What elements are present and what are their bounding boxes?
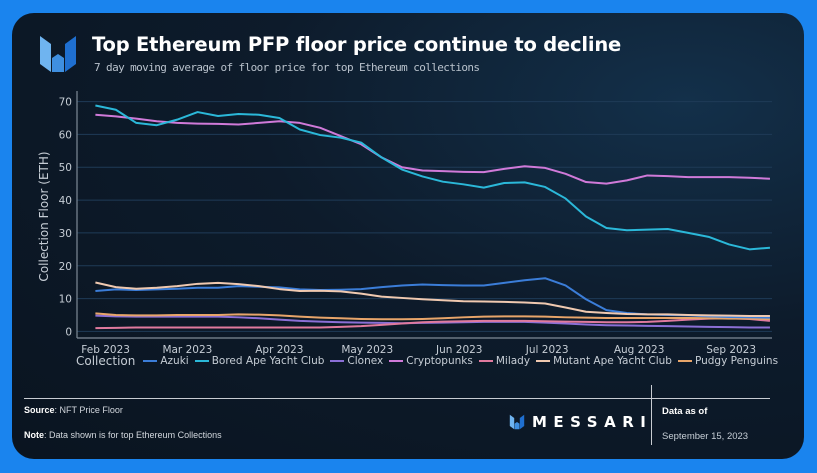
grid-lines xyxy=(77,101,772,332)
x-tick-label: Sep 2023 xyxy=(706,344,756,356)
y-tick-label: 30 xyxy=(59,228,72,240)
legend-label: Cryptopunks xyxy=(406,355,473,367)
legend-swatch xyxy=(478,360,493,362)
legend-label: Bored Ape Yacht Club xyxy=(211,355,325,367)
series-line-pudgy-penguins xyxy=(95,312,770,321)
legend-item-azuki[interactable]: Azuki xyxy=(143,355,189,367)
series-line-bored-ape-yacht-club xyxy=(95,104,771,251)
y-tick-label: 10 xyxy=(59,294,72,306)
y-axis-label: Collection Floor (ETH) xyxy=(37,151,51,281)
chart-legend: Collection Azuki Bored Ape Yacht Club Clon… xyxy=(76,354,784,368)
series-line-mutant-ape-yacht-club xyxy=(95,281,770,317)
legend-item-bored-ape-yacht-club[interactable]: Bored Ape Yacht Club xyxy=(194,355,325,367)
y-tick-label: 70 xyxy=(59,97,72,109)
legend-item-milady[interactable]: Milady xyxy=(478,355,531,367)
x-tick-label: May 2023 xyxy=(341,344,393,356)
legend-item-cryptopunks[interactable]: Cryptopunks xyxy=(389,355,473,367)
note-label: Note xyxy=(24,430,44,440)
y-tick-label: 40 xyxy=(59,195,72,207)
legend-title: Collection xyxy=(76,354,136,368)
legend-item-clonex[interactable]: Clonex xyxy=(330,355,383,367)
source-value: : NFT Price Floor xyxy=(54,405,123,415)
source-label: Source xyxy=(24,405,55,415)
footer-divider xyxy=(24,398,770,399)
messari-brand-icon xyxy=(509,414,525,430)
legend-label: Clonex xyxy=(347,355,384,367)
messari-brand: MESSARI xyxy=(508,413,652,431)
x-tick-label: Jul 2023 xyxy=(525,344,569,356)
legend-item-pudgy-penguins[interactable]: Pudgy Penguins xyxy=(677,355,779,367)
legend-swatch xyxy=(194,360,209,362)
chart-card: Top Ethereum PFP floor price continue to… xyxy=(12,13,804,459)
brand-wordmark: MESSARI xyxy=(532,413,653,431)
legend-label: Milady xyxy=(495,355,531,367)
y-axis-ticks: 0 10 20 30 40 50 60 70 xyxy=(59,97,72,339)
legend-label: Pudgy Penguins xyxy=(694,355,779,367)
note-value: : Data shown is for top Ethereum Collect… xyxy=(44,430,222,440)
legend-swatch xyxy=(389,360,404,362)
series-line-milady xyxy=(95,317,771,330)
x-tick-label: Aug 2023 xyxy=(614,344,665,356)
legend-label: Azuki xyxy=(160,355,189,367)
note-text: Note: Data shown is for top Ethereum Col… xyxy=(24,430,222,440)
legend-swatch xyxy=(330,360,345,362)
data-as-of-label: Data as of xyxy=(662,406,708,417)
series-line-cryptopunks xyxy=(95,113,771,185)
legend-item-mutant-ape-yacht-club[interactable]: Mutant Ape Yacht Club xyxy=(536,355,672,367)
x-tick-label: Feb 2023 xyxy=(81,344,130,356)
x-tick-label: Jun 2023 xyxy=(435,344,482,356)
footer-vertical-divider xyxy=(651,385,652,445)
legend-swatch xyxy=(143,360,158,362)
page-subtitle: 7 day moving average of floor price for … xyxy=(94,61,480,74)
legend-swatch xyxy=(536,360,551,362)
y-tick-label: 20 xyxy=(59,261,72,273)
legend-label: Mutant Ape Yacht Club xyxy=(553,355,672,367)
y-tick-label: 0 xyxy=(65,326,72,338)
y-tick-label: 50 xyxy=(59,162,72,174)
source-text: Source: NFT Price Floor xyxy=(24,405,123,415)
series-lines xyxy=(95,104,771,330)
messari-logo-icon xyxy=(40,36,76,72)
y-tick-label: 60 xyxy=(59,129,72,141)
page-title: Top Ethereum PFP floor price continue to… xyxy=(92,33,622,56)
x-tick-label: Mar 2023 xyxy=(162,344,212,356)
x-axis-ticks: Feb 2023 Mar 2023 Apr 2023 May 2023 Jun 2023… xyxy=(81,344,756,356)
legend-swatch xyxy=(677,360,692,362)
data-as-of-date: September 15, 2023 xyxy=(662,431,749,442)
x-tick-label: Apr 2023 xyxy=(255,344,303,356)
